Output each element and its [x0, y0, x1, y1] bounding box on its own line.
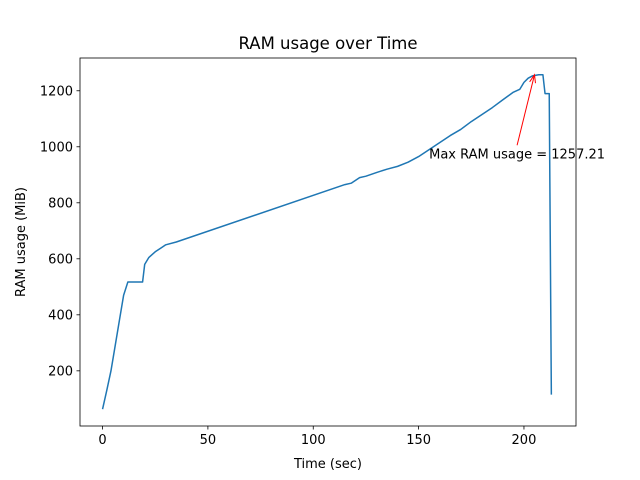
y-tick-label: 400 — [48, 308, 73, 323]
x-axis-label: Time (sec) — [293, 457, 362, 472]
annotation-arrow — [516, 74, 535, 146]
y-tick-label: 200 — [48, 364, 73, 379]
y-axis-label: RAM usage (MiB) — [14, 187, 29, 297]
x-tick-label: 200 — [512, 433, 537, 448]
y-tick-label: 800 — [48, 196, 73, 211]
annotation-arrowhead — [529, 73, 536, 84]
x-tick-label: 150 — [406, 433, 431, 448]
annotation-text: Max RAM usage = 1257.21 — [429, 147, 605, 162]
x-tick-label: 50 — [200, 433, 217, 448]
axes-frame — [79, 57, 577, 427]
x-tick-label: 100 — [301, 433, 326, 448]
data-line — [101, 73, 553, 410]
chart-title: RAM usage over Time — [238, 34, 417, 53]
y-tick-label: 1000 — [40, 140, 73, 155]
x-tick-label: 0 — [98, 433, 106, 448]
y-tick-label: 1200 — [40, 84, 73, 99]
y-tick-label: 600 — [48, 252, 73, 267]
